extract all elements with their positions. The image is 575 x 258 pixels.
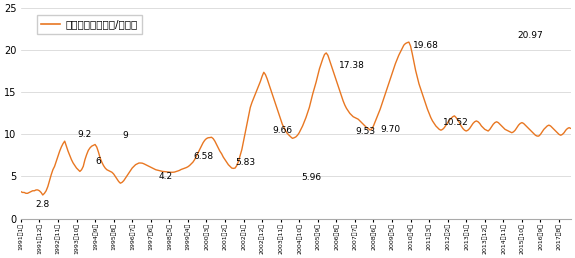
Text: 6: 6 bbox=[95, 157, 101, 166]
Text: 4.2: 4.2 bbox=[159, 172, 173, 181]
Text: 20.97: 20.97 bbox=[518, 30, 543, 39]
Text: 19.68: 19.68 bbox=[413, 42, 439, 50]
Text: 9.2: 9.2 bbox=[78, 130, 92, 139]
Text: 9.66: 9.66 bbox=[273, 126, 293, 135]
Text: 5.83: 5.83 bbox=[235, 158, 255, 167]
Text: 9.70: 9.70 bbox=[380, 125, 400, 134]
Text: 9: 9 bbox=[122, 131, 128, 140]
Text: 9.53: 9.53 bbox=[355, 127, 375, 136]
Text: 2.8: 2.8 bbox=[36, 200, 50, 209]
Text: 5.96: 5.96 bbox=[301, 173, 321, 182]
Text: 6.58: 6.58 bbox=[193, 152, 213, 161]
Legend: 生猪月度均价（元/公斤）: 生猪月度均价（元/公斤） bbox=[37, 15, 141, 34]
Text: 17.38: 17.38 bbox=[339, 61, 365, 70]
Text: 10.52: 10.52 bbox=[443, 118, 469, 127]
